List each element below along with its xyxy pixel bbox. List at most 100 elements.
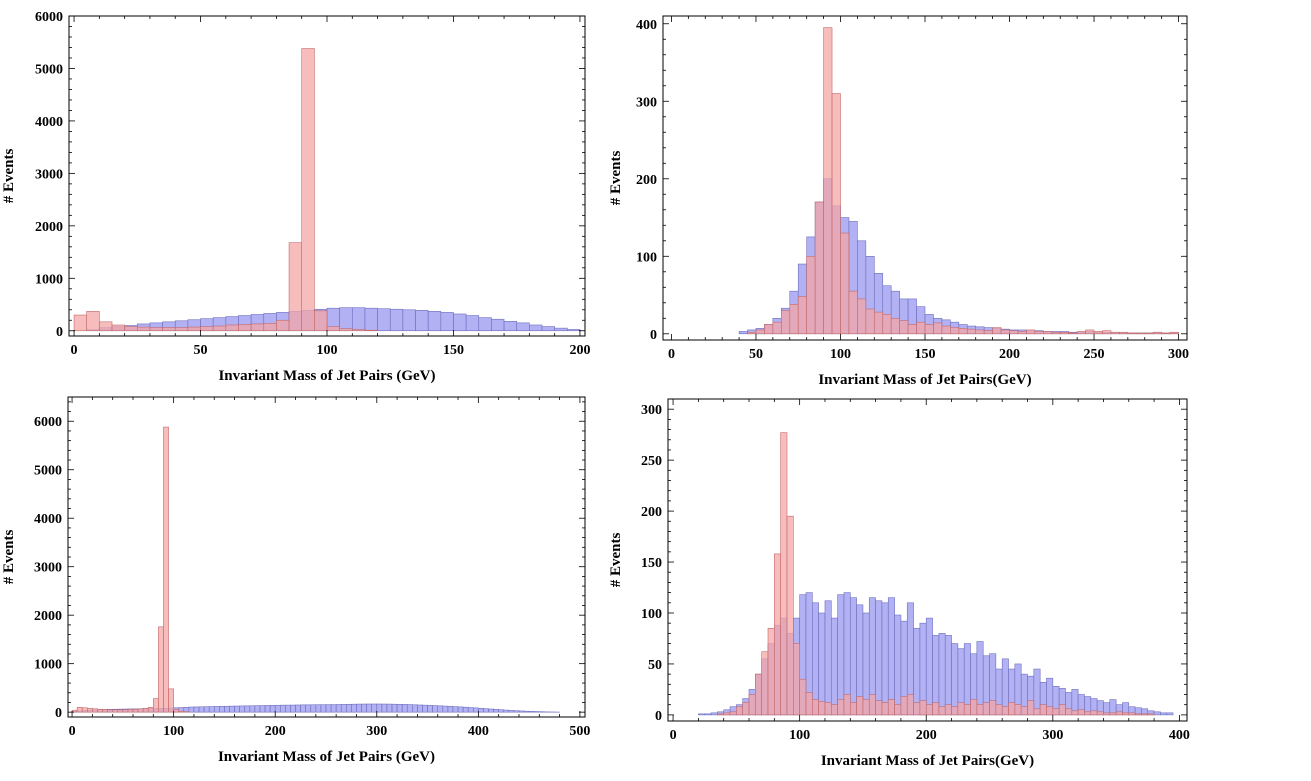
background-bar <box>951 643 959 716</box>
signal-bar <box>772 321 782 335</box>
signal-bar <box>799 678 807 716</box>
background-bar <box>391 703 398 713</box>
signal-bar <box>1084 711 1092 716</box>
signal-bar <box>767 627 775 716</box>
signal-bar <box>906 694 914 716</box>
background-bar <box>710 712 718 716</box>
background-bar <box>472 707 479 713</box>
signal-bar <box>1144 332 1154 335</box>
signal-bar <box>301 48 315 332</box>
signal-bar <box>924 324 934 335</box>
signal-bar <box>989 700 997 716</box>
background-bar <box>381 703 388 713</box>
signal-bar <box>823 27 833 335</box>
signal-bar <box>837 699 845 716</box>
signal-bar <box>122 709 129 713</box>
background-bar <box>457 706 464 713</box>
background-bar <box>698 713 706 716</box>
signal-bar <box>351 329 366 332</box>
signal-bar <box>933 322 943 335</box>
signal-bar <box>818 701 826 716</box>
signal-bar <box>729 711 737 716</box>
y-tick-label: 2000 <box>34 609 62 624</box>
y-tick-label: 0 <box>655 709 662 724</box>
background-bar <box>528 711 535 713</box>
signal-bar <box>1009 330 1019 335</box>
signal-bar <box>107 709 113 713</box>
signal-bar <box>314 310 328 332</box>
x-tick-label: 100 <box>830 347 851 362</box>
signal-bar <box>890 317 900 335</box>
background-bar <box>389 308 404 332</box>
background-bar <box>335 704 342 713</box>
y-tick-label: 1000 <box>35 272 63 287</box>
background-bar <box>427 705 433 713</box>
signal-bar <box>225 324 239 332</box>
background-bar <box>938 633 946 716</box>
signal-bar <box>761 651 769 716</box>
signal-bar <box>797 296 807 335</box>
y-tick-label: 300 <box>636 95 657 110</box>
signal-bar <box>1119 331 1129 335</box>
signal-bar <box>1076 331 1086 335</box>
background-bar <box>351 307 366 332</box>
background-bar <box>491 318 505 332</box>
signal-bar <box>925 704 933 716</box>
signal-bar <box>789 304 799 335</box>
background-bar <box>259 705 266 713</box>
signal-bar <box>124 326 138 332</box>
signal-bar <box>102 709 108 713</box>
background-bar <box>488 708 494 713</box>
signal-bar <box>831 93 841 335</box>
signal-bar <box>849 702 857 716</box>
background-bar <box>300 704 306 713</box>
signal-bar <box>1141 713 1149 716</box>
x-tick-label: 0 <box>69 724 76 739</box>
x-tick-label: 50 <box>749 347 763 362</box>
y-tick-label: 100 <box>636 250 657 265</box>
background-bar <box>239 705 246 713</box>
background-bar <box>198 706 205 713</box>
background-bar <box>320 704 327 713</box>
background-bar <box>541 326 555 332</box>
background-bar <box>503 321 518 332</box>
background-bar <box>188 706 195 713</box>
signal-bar <box>983 330 993 335</box>
x-tick-label: 400 <box>468 724 489 739</box>
x-axis-label: Invariant Mass of Jet Pairs(GeV) <box>818 372 1031 388</box>
signal-bar <box>824 702 832 716</box>
background-bar <box>366 703 372 713</box>
background-bar <box>249 705 256 713</box>
background-bar <box>254 705 261 713</box>
signal-bar <box>276 319 290 332</box>
background-bar <box>503 709 510 713</box>
signal-bar <box>127 709 134 713</box>
signal-bar <box>1000 329 1010 335</box>
signal-bar <box>944 704 952 716</box>
y-axis-label: # Events <box>608 533 624 588</box>
background-bar <box>376 703 383 713</box>
signal-bar <box>117 709 124 713</box>
x-tick-label: 300 <box>366 724 387 739</box>
signal-bar <box>938 706 946 716</box>
signal-bar <box>963 704 971 716</box>
signal-bar <box>1134 713 1142 716</box>
signal-bar <box>1068 332 1078 335</box>
signal-bar <box>364 329 378 332</box>
background-bar <box>529 324 543 332</box>
background-bar <box>554 327 568 332</box>
y-tick-label: 100 <box>641 607 662 622</box>
plot-frame <box>662 15 1188 341</box>
signal-bar <box>941 325 951 335</box>
signal-bar <box>786 515 794 716</box>
signal-bar <box>1071 710 1079 716</box>
x-axis-label: Invariant Mass of Jet Pairs (GeV) <box>218 749 435 765</box>
signal-bar <box>1090 710 1098 716</box>
background-bar <box>229 705 235 713</box>
background-bar <box>523 710 530 713</box>
signal-bar <box>970 699 978 716</box>
background-bar <box>396 703 403 713</box>
signal-bar <box>916 321 926 335</box>
signal-bar <box>805 692 813 716</box>
